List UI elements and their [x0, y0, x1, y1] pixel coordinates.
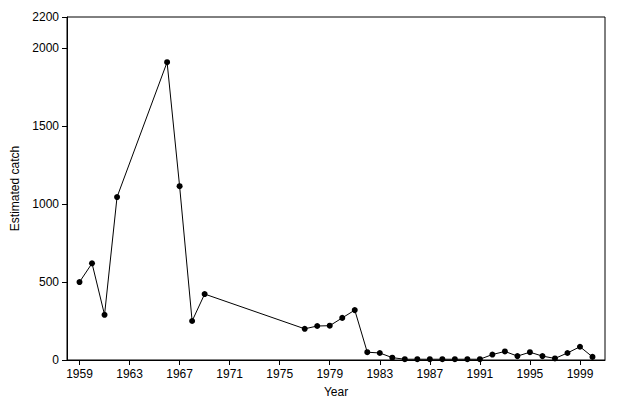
svg-text:Year: Year [324, 385, 348, 399]
svg-text:0: 0 [52, 353, 59, 367]
svg-text:1967: 1967 [166, 367, 193, 381]
svg-text:1979: 1979 [316, 367, 343, 381]
svg-text:1991: 1991 [467, 367, 494, 381]
svg-text:2000: 2000 [32, 41, 59, 55]
svg-text:2200: 2200 [32, 10, 59, 24]
svg-text:1995: 1995 [517, 367, 544, 381]
svg-text:500: 500 [39, 275, 59, 289]
svg-text:1975: 1975 [266, 367, 293, 381]
svg-text:1959: 1959 [66, 367, 93, 381]
svg-text:1983: 1983 [366, 367, 393, 381]
svg-text:1500: 1500 [32, 119, 59, 133]
svg-text:1963: 1963 [116, 367, 143, 381]
svg-text:Estimated catch: Estimated catch [8, 146, 22, 231]
svg-text:1999: 1999 [567, 367, 594, 381]
svg-text:1971: 1971 [216, 367, 243, 381]
svg-text:1000: 1000 [32, 197, 59, 211]
svg-text:1987: 1987 [416, 367, 443, 381]
